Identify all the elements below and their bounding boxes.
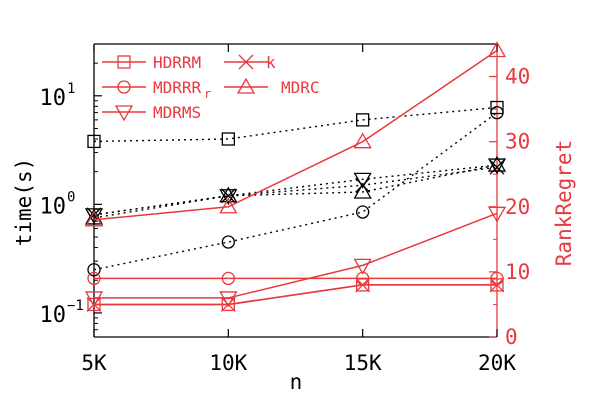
right-tick-label: 0 — [505, 325, 518, 349]
left-tick-exponent: 0 — [67, 189, 75, 205]
data-point-circle — [87, 263, 101, 277]
plot-frame — [93, 43, 498, 338]
legend-marker-circle — [117, 80, 131, 94]
data-point-triangle-up — [219, 197, 238, 214]
data-point-circle — [221, 271, 235, 286]
series-line — [94, 212, 498, 299]
data-point-circle — [87, 271, 101, 286]
series-line — [93, 164, 498, 219]
data-point-triangle-down — [84, 208, 104, 225]
data-point-triangle-up — [353, 132, 372, 149]
data-point-triangle-up — [353, 182, 372, 199]
series-line — [93, 112, 498, 271]
data-point-x — [220, 296, 236, 312]
legend-item-x: k — [224, 53, 276, 72]
data-point-x — [489, 159, 505, 175]
series-left-square — [87, 100, 504, 149]
data-point-triangle-down — [219, 189, 238, 206]
series-right-circle — [87, 271, 504, 286]
data-point-triangle-down — [487, 158, 507, 175]
x-tick-label: 5K — [81, 351, 107, 375]
x-axis: 5K 10K 15K 20K — [81, 44, 516, 375]
left-tick-label: 10 — [40, 194, 67, 219]
right-tick-label: 10 — [505, 260, 530, 284]
left-tick-label: 10 — [40, 303, 67, 328]
right-axis-label: RankRegret — [552, 140, 576, 266]
legend-item-triangle-up: MDRC — [224, 77, 320, 97]
x-tick-label: 10K — [209, 351, 247, 375]
data-point-triangle-up — [84, 210, 104, 227]
legend-marker-triangle-down — [114, 105, 134, 122]
legend-item-triangle-down: MDRMS — [102, 103, 201, 122]
series-line — [93, 106, 498, 143]
legend-label: MDRC — [281, 78, 320, 97]
right-tick-label: 20 — [505, 195, 530, 219]
series-line — [94, 284, 497, 306]
legend-item-circle: MDRRR r — [102, 78, 211, 101]
data-point-square — [356, 113, 370, 127]
x-axis-label: n — [290, 370, 303, 394]
legend-item-square: HDRRM — [102, 53, 201, 72]
data-point-x — [220, 188, 236, 204]
data-point-circle — [356, 205, 370, 219]
series-layer — [84, 41, 507, 312]
legend-marker-triangle-up — [236, 77, 256, 94]
data-point-circle — [490, 105, 504, 120]
data-point-triangle-down — [84, 291, 104, 308]
left-axis-label: time(s) — [12, 158, 36, 247]
data-point-circle — [490, 271, 504, 286]
series-right-triangle-up — [84, 41, 507, 227]
data-point-circle — [221, 235, 235, 249]
right-tick-label: 40 — [505, 65, 530, 89]
right-tick-label: 30 — [505, 130, 530, 154]
data-point-x — [86, 296, 102, 312]
legend-marker-x — [238, 54, 254, 70]
data-point-triangle-down — [487, 206, 507, 223]
legend-label: MDRRR — [153, 78, 202, 97]
series-right-triangle-down — [84, 206, 507, 308]
legend-marker-square — [117, 55, 131, 69]
data-point-square — [87, 134, 101, 149]
data-point-triangle-down — [353, 258, 372, 275]
series-left-circle — [87, 105, 504, 277]
data-point-triangle-down — [219, 291, 238, 308]
right-axis: 0 10 20 30 40 — [489, 65, 530, 349]
x-tick-label: 20K — [478, 351, 516, 375]
series-left-x — [86, 159, 505, 223]
legend-label: HDRRM — [153, 53, 201, 72]
legend: HDRRM k MDRRR r MDRC MDRMS — [102, 53, 320, 122]
series-line — [93, 49, 498, 221]
series-line — [93, 166, 498, 216]
left-tick-exponent: 1 — [67, 81, 75, 97]
left-tick-exponent: −1 — [67, 298, 84, 314]
legend-label: MDRMS — [153, 103, 201, 122]
data-point-square — [490, 100, 504, 115]
legend-label-subscript: r — [204, 87, 211, 101]
left-tick-label: 10 — [40, 86, 67, 111]
series-right-x — [86, 277, 505, 312]
data-point-triangle-up — [487, 41, 507, 58]
x-tick-label: 15K — [344, 351, 382, 375]
legend-label: k — [266, 53, 276, 72]
series-left-triangle-down — [84, 158, 507, 225]
data-point-x — [355, 177, 371, 193]
data-point-square — [221, 132, 235, 146]
